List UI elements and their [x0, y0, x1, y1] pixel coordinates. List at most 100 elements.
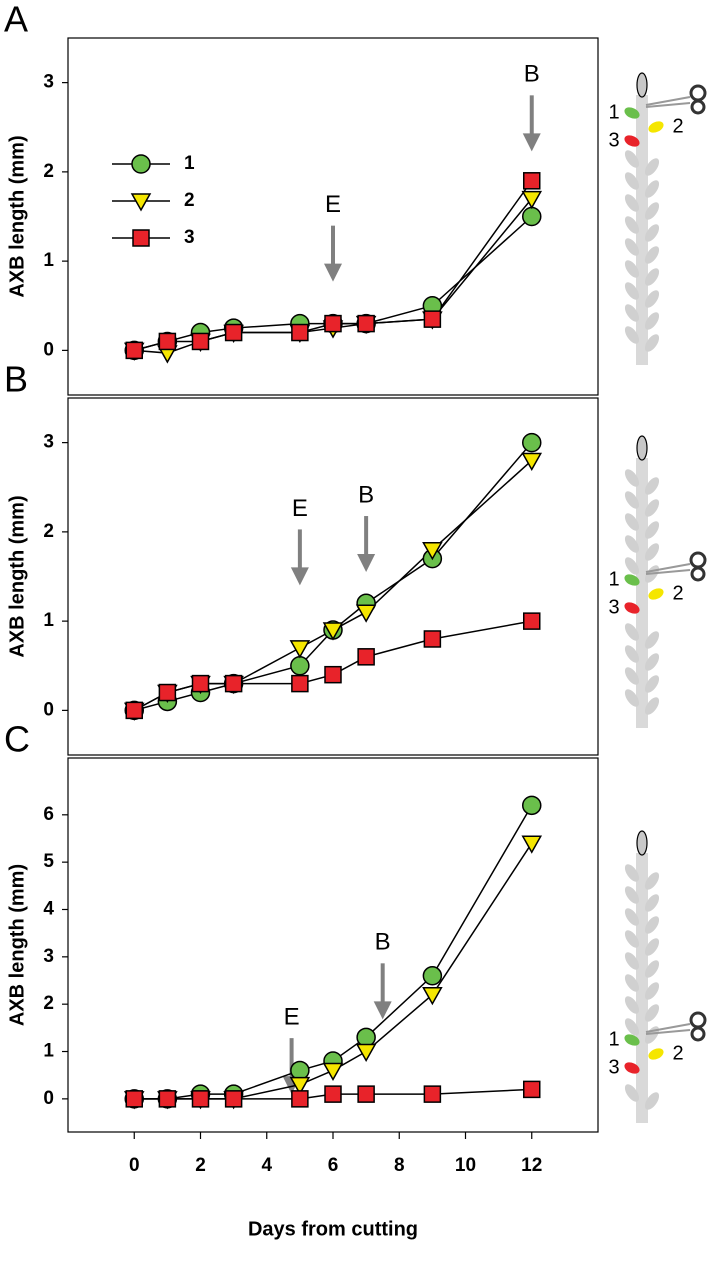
y-tick-label: 1 — [43, 1041, 54, 1062]
marker — [522, 795, 542, 816]
y-tick-label: 1 — [43, 250, 54, 271]
y-tick-label: 1 — [43, 610, 54, 631]
plant-leaf — [644, 894, 660, 912]
plant-leaf — [624, 908, 640, 926]
axillary-bud — [624, 135, 640, 147]
marker — [132, 229, 150, 247]
bud-label: 2 — [672, 582, 683, 604]
plant-leaf — [624, 1084, 640, 1102]
plant-leaf — [644, 312, 660, 330]
marker — [423, 1085, 442, 1103]
plant-leaf — [624, 469, 640, 487]
marker — [291, 674, 309, 693]
annotation-label: E — [292, 495, 308, 522]
marker — [357, 314, 375, 333]
y-tick-label: 6 — [43, 804, 54, 825]
plant-leaf — [644, 1004, 660, 1022]
marker — [224, 323, 243, 342]
marker — [290, 1060, 310, 1081]
marker — [158, 683, 177, 702]
plant-leaf — [644, 982, 660, 1000]
plant-leaf — [644, 631, 660, 649]
plant-leaf — [644, 697, 660, 715]
bud-label: 2 — [672, 1042, 683, 1064]
bud-label: 1 — [608, 1028, 619, 1050]
apical-bud — [636, 435, 648, 461]
marker — [191, 1090, 210, 1108]
marker — [289, 640, 311, 659]
plant-leaf — [624, 238, 640, 256]
marker — [224, 1090, 243, 1108]
plant-leaf — [624, 326, 640, 344]
annotation-label: B — [375, 929, 391, 956]
plant-stem — [636, 853, 648, 1123]
annotation-arrowhead — [290, 567, 309, 586]
annotation-arrowhead — [373, 1001, 392, 1020]
plant-leaf — [644, 268, 660, 286]
bud-label: 1 — [608, 101, 619, 123]
plant-leaf — [624, 557, 640, 575]
marker — [191, 332, 210, 351]
bud-label: 3 — [608, 129, 619, 151]
plant-leaf — [624, 282, 640, 300]
marker — [322, 622, 344, 641]
plant-leaf — [644, 543, 660, 561]
plant-leaf — [624, 491, 640, 509]
plant-stem — [636, 95, 648, 365]
scissors — [645, 569, 691, 575]
y-axis-title: AXB length (mm) — [6, 495, 28, 657]
marker — [355, 604, 377, 623]
marker — [422, 541, 443, 561]
y-tick-label: 3 — [43, 946, 54, 967]
apical-bud — [636, 830, 648, 856]
plant-leaf — [624, 645, 640, 663]
x-tick-label: 2 — [195, 1155, 206, 1176]
plant-leaf — [644, 334, 660, 352]
axillary-bud — [624, 1062, 640, 1074]
plant-leaf — [644, 653, 660, 671]
plant-leaf — [644, 477, 660, 495]
annotation-arrowhead — [522, 133, 541, 152]
axillary-bud — [648, 1048, 664, 1060]
plant-leaf — [644, 960, 660, 978]
y-tick-label: 3 — [43, 72, 54, 93]
bud-label: 3 — [608, 596, 619, 618]
plant-leaf — [624, 304, 640, 322]
plant-leaf — [624, 172, 640, 190]
axillary-bud — [624, 602, 640, 614]
x-axis-title: Days from cutting — [248, 1218, 418, 1240]
scissors — [645, 96, 691, 106]
legend-label: 1 — [184, 153, 195, 174]
scissors — [645, 563, 691, 573]
marker — [125, 701, 143, 720]
plant-leaf — [624, 689, 640, 707]
scissors — [690, 566, 706, 582]
plant-leaf — [624, 886, 640, 904]
plant-leaf — [644, 938, 660, 956]
marker — [423, 630, 442, 648]
marker — [422, 966, 443, 986]
plant-leaf — [624, 535, 640, 553]
y-tick-label: 4 — [43, 899, 54, 920]
x-tick-label: 6 — [328, 1155, 339, 1176]
x-tick-label: 8 — [394, 1155, 405, 1176]
scissors — [690, 1026, 706, 1042]
plant-leaf — [624, 996, 640, 1014]
y-tick-label: 3 — [43, 432, 54, 453]
y-tick-label: 0 — [43, 1088, 54, 1109]
marker — [521, 452, 543, 472]
annotation-label: E — [325, 191, 341, 218]
marker — [158, 1090, 177, 1108]
plant-leaf — [644, 224, 660, 242]
plant-leaf — [624, 150, 640, 168]
marker — [522, 432, 542, 453]
marker — [224, 674, 243, 693]
annotation-arrowhead — [324, 263, 342, 282]
plant-leaf — [624, 513, 640, 531]
plot-frame — [67, 37, 599, 396]
marker — [324, 665, 342, 684]
scissors — [645, 1023, 691, 1033]
panel-label: C — [4, 719, 30, 760]
panel-label: B — [4, 359, 28, 400]
